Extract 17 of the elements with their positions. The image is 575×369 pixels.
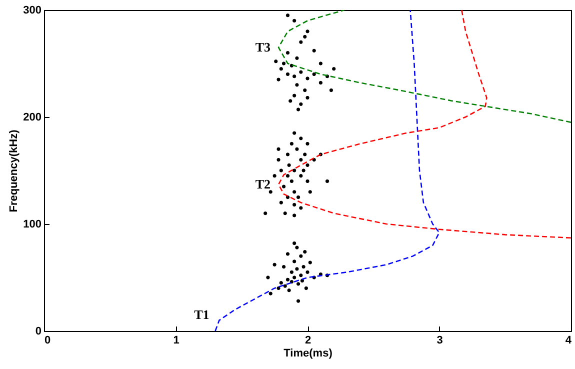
annotation: T1 [194, 307, 210, 322]
x-tick-label: 2 [304, 334, 312, 346]
x-axis-title: Time(ms) [284, 348, 333, 360]
x-tick-label: 4 [565, 334, 572, 346]
y-tick-label: 300 [23, 4, 42, 16]
y-tick-label: 0 [35, 326, 42, 338]
x-tick-label: 0 [44, 334, 51, 346]
line-series [278, 10, 571, 239]
y-axis-title: Frequency(kHz) [8, 129, 20, 212]
x-tick-label: 1 [173, 334, 180, 346]
y-tick-label: 200 [23, 112, 42, 124]
annotation: T2 [255, 176, 271, 192]
x-tick-label: 3 [436, 334, 443, 346]
line-series [214, 10, 440, 331]
line-series [278, 10, 571, 123]
annotation: T3 [255, 39, 272, 54]
y-tick-label: 100 [23, 218, 42, 230]
